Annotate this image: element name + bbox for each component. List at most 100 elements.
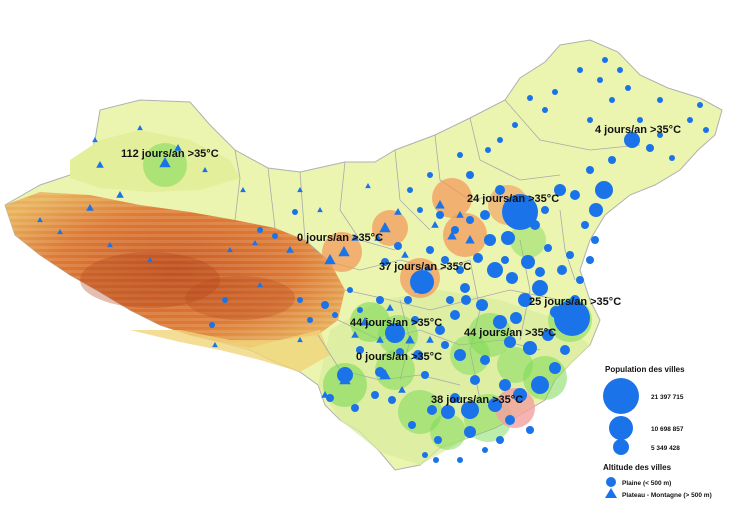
city-plaine-marker [496, 436, 504, 444]
city-plaine-marker [617, 67, 623, 73]
city-plaine-marker [434, 436, 442, 444]
city-plaine-marker [657, 97, 663, 103]
city-plaine-marker [591, 236, 599, 244]
city-plateau-marker [379, 222, 391, 233]
city-plaine-marker [376, 296, 384, 304]
city-plaine-marker [526, 426, 534, 434]
city-plaine-marker [527, 95, 533, 101]
city-plaine-marker [523, 341, 537, 355]
city-plaine-marker [624, 132, 640, 148]
city-plaine-marker [497, 137, 503, 143]
city-plaine-marker [441, 256, 449, 264]
city-plaine-marker [427, 172, 433, 178]
city-plaine-marker [257, 227, 263, 233]
city-plaine-marker [450, 393, 460, 403]
city-plaine-marker [609, 97, 615, 103]
legend-size-small [613, 439, 629, 455]
city-plaine-marker [407, 187, 413, 193]
city-plaine-marker [541, 206, 549, 214]
city-plaine-marker [501, 256, 509, 264]
city-plaine-marker [637, 117, 643, 123]
city-plaine-marker [488, 398, 502, 412]
zone-nanning [430, 414, 466, 450]
city-plaine-marker [513, 388, 527, 402]
city-plaine-marker [484, 234, 496, 246]
city-plaine-marker [504, 336, 516, 348]
city-plaine-marker [457, 457, 463, 463]
city-plaine-marker [466, 171, 474, 179]
city-plaine-marker [457, 152, 463, 158]
label-northeast: 4 jours/an >35°C [595, 124, 681, 136]
legend-size-small-label: 5 349 428 [651, 445, 680, 452]
city-plaine-marker [307, 317, 313, 323]
city-plaine-marker [411, 316, 419, 324]
city-plaine-marker [485, 147, 491, 153]
city-plaine-marker [410, 270, 434, 294]
city-plateau-marker [297, 187, 303, 193]
city-plateau-marker [212, 342, 218, 348]
city-plaine-marker [351, 404, 359, 412]
city-plaine-marker [544, 244, 552, 252]
city-plateau-marker [96, 161, 104, 168]
label-gansu: 37 jours/an >35°C [379, 261, 471, 273]
city-plaine-marker [597, 77, 603, 83]
city-plaine-marker [417, 207, 423, 213]
zone-changsha [450, 335, 490, 375]
plateau-peak [185, 276, 295, 320]
city-plaine-marker [577, 67, 583, 73]
city-plaine-marker [560, 345, 570, 355]
city-plateau-marker [252, 240, 258, 246]
city-plateau-marker [86, 204, 94, 211]
city-plaine-marker [413, 350, 423, 360]
city-plaine-marker [381, 258, 389, 266]
legend-size-medium [609, 416, 633, 440]
city-plaine-marker [480, 210, 490, 220]
city-plaine-marker [510, 312, 522, 324]
city-plaine-marker [595, 181, 613, 199]
city-plateau-marker [435, 200, 445, 209]
city-plaine-marker [456, 266, 464, 274]
city-plaine-marker [697, 102, 703, 108]
legend-altitude-title: Altitude des villes [603, 463, 672, 472]
city-plaine-marker [446, 296, 454, 304]
city-plateau-marker [401, 251, 409, 258]
city-plateau-marker [447, 231, 457, 240]
city-plaine-marker [451, 226, 459, 234]
city-plaine-marker [441, 341, 449, 349]
city-plaine-marker [371, 391, 379, 399]
city-plaine-marker [433, 457, 439, 463]
city-plaine-marker [357, 307, 363, 313]
city-plateau-marker [405, 335, 415, 344]
city-plaine-marker [356, 346, 364, 354]
city-plateau-marker [379, 369, 391, 380]
label-sichuan: 44 jours/an >35°C [350, 317, 442, 329]
city-plateau-marker [37, 217, 43, 223]
zone-shanxi [443, 213, 487, 257]
city-plaine-marker [669, 155, 675, 161]
label-xinjiang: 112 jours/an >35°C [121, 148, 219, 160]
city-plaine-marker [657, 132, 663, 138]
zone-kunming [323, 363, 367, 407]
city-plaine-marker [326, 394, 334, 402]
city-plaine-marker [461, 401, 479, 419]
city-plaine-marker [589, 203, 603, 217]
city-plateau-marker [147, 257, 153, 263]
city-plaine-marker [570, 295, 580, 305]
city-plaine-marker [535, 267, 545, 277]
city-plateau-marker [202, 167, 208, 173]
city-plaine-marker [586, 256, 594, 264]
city-plateau-marker [424, 264, 432, 271]
legend-size-large [603, 378, 639, 414]
city-plateau-marker [317, 207, 323, 213]
city-plaine-marker [487, 262, 503, 278]
legend-plaine-label: Plaine (< 500 m) [622, 480, 671, 487]
city-plaine-marker [495, 185, 505, 195]
label-guizhou: 0 jours/an >35°C [356, 351, 442, 363]
city-plateau-marker [339, 374, 351, 385]
city-plaine-marker [404, 296, 412, 304]
city-plateau-marker [321, 391, 329, 398]
city-plaine-marker [576, 276, 584, 284]
city-plateau-marker [116, 191, 124, 198]
city-plaine-marker [435, 325, 445, 335]
